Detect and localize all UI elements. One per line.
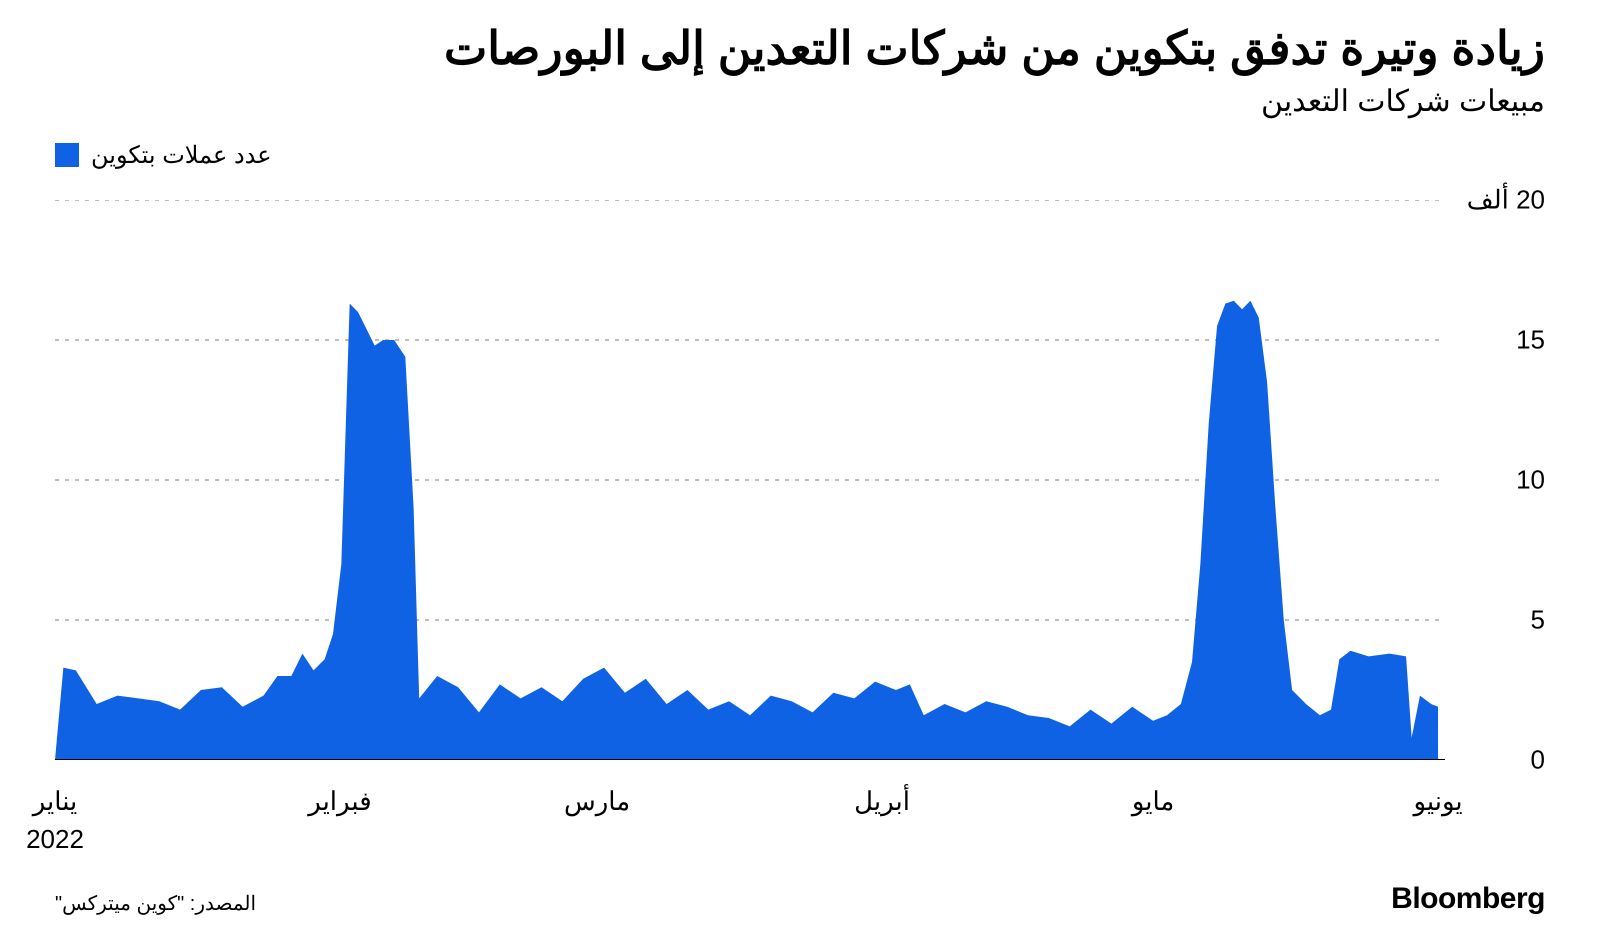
area-chart-svg [55, 200, 1445, 760]
chart-area: 20 ألف151050 [55, 200, 1545, 760]
chart-title: زيادة وتيرة تدفق بتكوين من شركات التعدين… [55, 20, 1545, 78]
x-tick-year: 2022 [26, 824, 84, 855]
brand-logo: Bloomberg [1391, 882, 1545, 916]
legend-label: عدد عملات بتكوين [91, 141, 272, 170]
x-tick-label: مايو [1132, 786, 1175, 817]
x-axis-labels: يناير2022فبرايرمارسأبريلمايويونيو [55, 768, 1445, 838]
x-tick-label: مارس [564, 786, 630, 817]
x-axis: يناير2022فبرايرمارسأبريلمايويونيو [55, 768, 1545, 838]
plot [55, 200, 1445, 760]
x-tick-label: أبريل [854, 786, 910, 817]
chart-container: زيادة وتيرة تدفق بتكوين من شركات التعدين… [0, 0, 1600, 944]
y-axis-ticks: 20 ألف151050 [1455, 200, 1545, 760]
y-tick-label: 15 [1516, 324, 1545, 355]
legend-swatch [55, 143, 79, 167]
x-tick-label: يونيو [1413, 786, 1462, 817]
legend: عدد عملات بتكوين [55, 141, 1545, 170]
y-tick-label: 10 [1516, 464, 1545, 495]
x-tick-label: يناير [33, 786, 78, 817]
x-tick-label: فبراير [308, 786, 371, 817]
footer: Bloomberg المصدر: "كوين ميتركس" [55, 882, 1545, 916]
y-tick-label: 20 ألف [1467, 184, 1545, 215]
y-tick-label: 5 [1531, 604, 1545, 635]
chart-subtitle: مبيعات شركات التعدين [55, 84, 1545, 119]
source-text: المصدر: "كوين ميتركس" [55, 891, 256, 916]
